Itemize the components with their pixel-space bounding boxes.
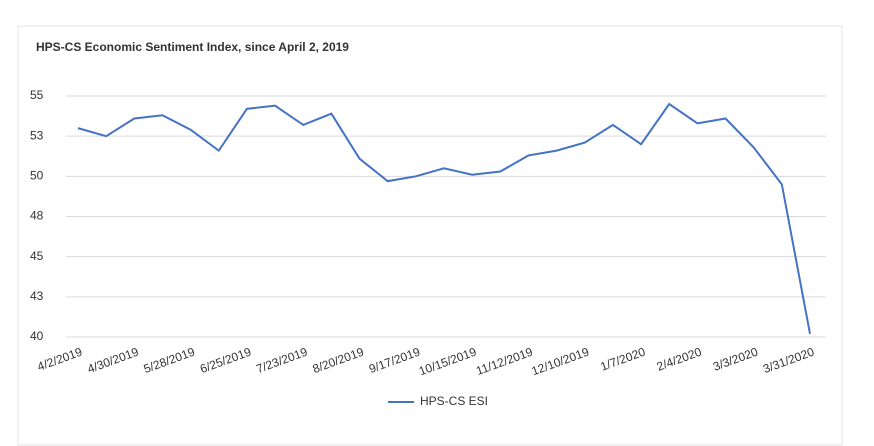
y-tick-label: 48 (30, 209, 44, 223)
y-tick-label: 45 (30, 249, 44, 263)
y-tick-label: 53 (30, 128, 44, 142)
chart-title: HPS-CS Economic Sentiment Index, since A… (36, 40, 349, 54)
chart-frame (17, 25, 843, 446)
data-line (77, 102, 811, 334)
y-tick-label: 50 (30, 169, 44, 183)
y-tick-label: 43 (30, 289, 44, 303)
y-tick-label: 55 (30, 88, 44, 102)
y-tick-label: 40 (30, 329, 44, 343)
legend-label: HPS-CS ESI (420, 394, 488, 408)
